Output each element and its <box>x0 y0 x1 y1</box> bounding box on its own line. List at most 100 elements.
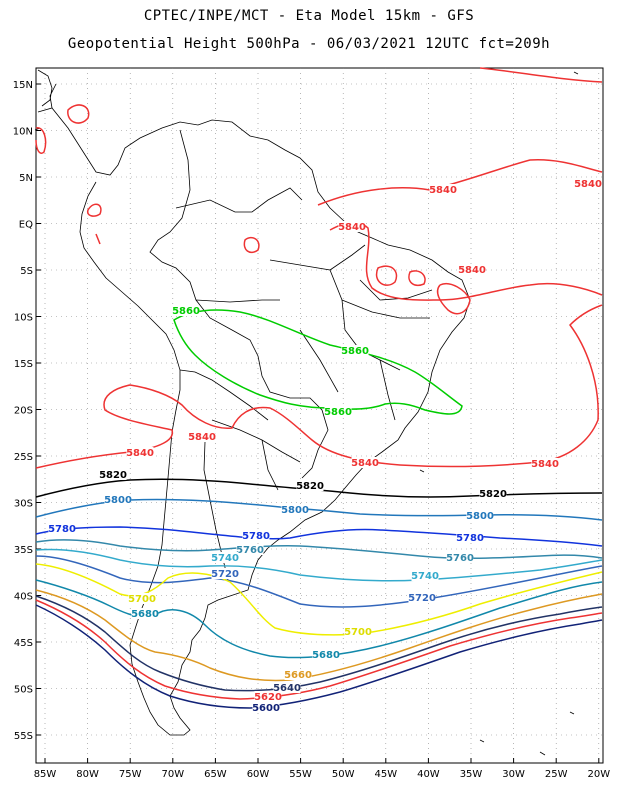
contour-5840-small-4 <box>35 127 47 154</box>
contour-label-5740: 5740 <box>411 571 439 582</box>
contour-label-bg <box>273 682 301 693</box>
contour-label-bg <box>131 608 159 619</box>
contour-label-5780: 5780 <box>48 524 76 535</box>
contour-label-5620: 5620 <box>254 692 282 703</box>
contour-label-5720: 5720 <box>211 569 239 580</box>
chart-subtitle: Geopotential Height 500hPa - 06/03/2021 … <box>67 36 551 52</box>
contour-label-5600: 5600 <box>252 703 280 714</box>
contour-5700 <box>35 563 603 636</box>
contour-label-5680: 5680 <box>312 650 340 661</box>
contour-label-bg <box>126 447 154 458</box>
contour-label-5820: 5820 <box>296 481 324 492</box>
contour-label-bg <box>574 178 602 189</box>
contour-label-bg <box>104 494 132 505</box>
contour-label-bg <box>411 570 439 581</box>
contour-label-bg <box>242 530 270 541</box>
lon-tick-label: 70W <box>161 769 184 780</box>
contour-label-bg <box>446 552 474 563</box>
lat-tick-label: 45S <box>14 638 33 649</box>
lat-tick-label: 15N <box>13 80 33 91</box>
lat-tick-label: 10S <box>14 313 33 324</box>
contour-label-bg <box>99 469 127 480</box>
contour-5660 <box>35 589 603 682</box>
contour-label-5840: 5840 <box>351 458 379 469</box>
contour-label-5680: 5680 <box>131 609 159 620</box>
contour-label-5800: 5800 <box>281 505 309 516</box>
contour-5680 <box>35 579 603 659</box>
contour-5840-ne-loop <box>375 265 426 286</box>
lat-tick-label: 55S <box>14 731 33 742</box>
contour-label-bg <box>312 649 340 660</box>
lon-tick-label: 65W <box>204 769 227 780</box>
lat-tick-label: 5S <box>20 266 33 277</box>
contour-5840-ne <box>329 221 603 301</box>
contour-5760 <box>35 539 603 560</box>
lat-tick-label: 35S <box>14 545 33 556</box>
lon-tick-label: 75W <box>119 769 142 780</box>
contour-label-bg <box>341 345 369 356</box>
lat-tick-label: 30S <box>14 499 33 510</box>
contour-label-5860: 5860 <box>324 407 352 418</box>
country-borders <box>175 187 303 581</box>
contour-label-bg <box>284 669 312 680</box>
contour-label-bg <box>408 592 436 603</box>
contour-label-5720: 5720 <box>408 593 436 604</box>
contour-label-5800: 5800 <box>466 511 494 522</box>
coastlines <box>34 69 579 756</box>
contour-5600 <box>35 604 603 709</box>
contour-label-bg <box>344 626 372 637</box>
contour-label-bg <box>296 480 324 491</box>
contour-label-5700: 5700 <box>344 627 372 638</box>
south-america-coast <box>37 107 471 736</box>
contour-5740 <box>35 548 603 582</box>
contour-label-5840: 5840 <box>126 448 154 459</box>
contour-label-bg <box>324 406 352 417</box>
contour-label-bg <box>429 184 457 195</box>
contour-label-bg <box>531 458 559 469</box>
axis-ticks: 15N 10N 5N EQ 5S 10S 15S 20S 25S 30S 35S 40S 45S 50S 5… <box>13 80 610 780</box>
brazil-states <box>269 244 433 421</box>
contour-label-bg <box>458 264 486 275</box>
contour-label-bg <box>211 568 239 579</box>
lon-tick-label: 35W <box>460 769 483 780</box>
contour-label-bg <box>128 593 156 604</box>
contour-label-bg <box>211 552 239 563</box>
contour-label-bg <box>188 431 216 442</box>
contour-label-5840: 5840 <box>338 222 366 233</box>
contour-5620 <box>35 599 603 700</box>
contour-label-bg <box>456 532 484 543</box>
contour-label-5820: 5820 <box>479 489 507 500</box>
contour-label-5800: 5800 <box>104 495 132 506</box>
contour-5840-small-1 <box>86 203 102 217</box>
contour-label-bg <box>466 510 494 521</box>
contour-label-bg <box>48 523 76 534</box>
lon-tick-label: 20W <box>587 769 610 780</box>
contour-label-bg <box>252 702 280 713</box>
contour-label-5780: 5780 <box>456 533 484 544</box>
contour-label-bg <box>254 691 282 702</box>
contour-5860 <box>173 309 463 415</box>
chart-title: CPTEC/INPE/MCT - Eta Model 15km - GFS <box>143 8 475 24</box>
contour-label-bg <box>172 305 200 316</box>
contour-label-5700: 5700 <box>128 594 156 605</box>
contour-label-5760: 5760 <box>236 545 264 556</box>
lat-tick-label: 50S <box>14 685 33 696</box>
contour-label-5860: 5860 <box>172 306 200 317</box>
lon-tick-label: 55W <box>289 769 312 780</box>
lon-tick-label: 60W <box>247 769 270 780</box>
lon-tick-label: 25W <box>545 769 568 780</box>
contour-5780 <box>35 526 603 547</box>
contour-5840-small-3 <box>67 104 90 124</box>
lon-tick-label: 30W <box>502 769 525 780</box>
contour-label-5780: 5780 <box>242 531 270 542</box>
contour-label-5740: 5740 <box>211 553 239 564</box>
contour-5840-south <box>35 304 603 469</box>
contour-5720 <box>35 555 603 608</box>
andes-border <box>149 129 329 479</box>
contour-label-bg <box>281 504 309 515</box>
contour-label-5760: 5760 <box>446 553 474 564</box>
lon-tick-label: 50W <box>332 769 355 780</box>
lon-tick-label: 40W <box>417 769 440 780</box>
contour-5840-north <box>317 159 603 206</box>
